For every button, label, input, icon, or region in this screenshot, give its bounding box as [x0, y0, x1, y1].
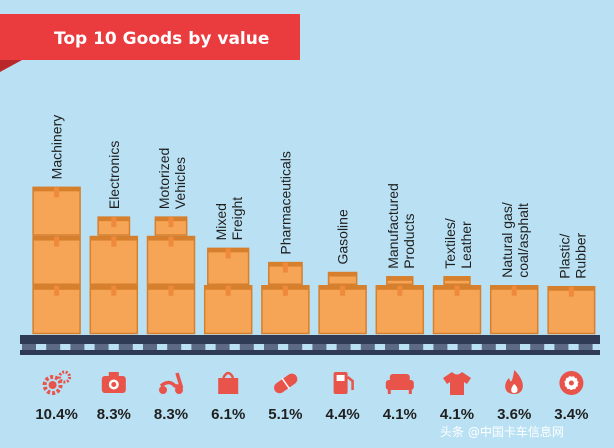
bar-1	[32, 186, 81, 335]
bar-8	[432, 276, 482, 335]
pallet-slat	[70, 344, 85, 350]
category-labels: Machinery Electronics MotorizedVehicles Mix…	[49, 115, 589, 279]
bar-5	[261, 261, 310, 335]
tshirt-icon	[443, 372, 471, 395]
category-label-6: Gasoline	[335, 209, 351, 264]
pill-icon	[274, 373, 298, 394]
pallet-slat	[554, 344, 569, 350]
pallet-slat	[506, 344, 520, 350]
pallet-slat	[143, 344, 157, 350]
sofa-icon	[385, 374, 414, 394]
category-label-4: MixedFreight	[213, 197, 245, 241]
value-label-7: 4.1%	[383, 406, 417, 423]
bar-10	[547, 285, 596, 335]
camera-icon	[101, 372, 126, 393]
value-label-2: 8.3%	[97, 406, 131, 423]
category-label-1: Machinery	[49, 115, 65, 180]
value-labels: 10.4% 8.3% 8.3% 6.1% 5.1% 4.4% 4.1% 4.1% 3.6% 3.4…	[35, 406, 588, 423]
value-label-8: 4.1%	[440, 406, 474, 423]
flame-icon	[505, 370, 523, 394]
bar-3	[146, 216, 196, 335]
category-icons	[42, 370, 584, 395]
category-label-8: Textiles/Leather	[442, 218, 474, 269]
gears-icon	[42, 370, 72, 395]
pallet-bottom	[20, 350, 600, 355]
pallet-slat	[94, 344, 109, 350]
chart-title: Top 10 Goods by value	[54, 29, 269, 49]
tire-icon	[559, 371, 584, 395]
pallet-slat	[360, 344, 375, 350]
bar-9	[489, 285, 539, 335]
pallet-slat	[530, 344, 545, 350]
category-label-2: Electronics	[106, 141, 122, 209]
pallet-top	[20, 335, 600, 344]
pallet-slat	[312, 344, 327, 350]
category-label-10: Plastic/Rubber	[556, 232, 588, 278]
bar-2	[89, 216, 139, 335]
value-label-4: 6.1%	[211, 406, 245, 423]
pallet-slat	[167, 344, 182, 350]
gas-pump-icon	[333, 372, 354, 394]
pallet-slat	[118, 344, 133, 350]
bar-7	[375, 276, 425, 335]
bar-6	[318, 271, 367, 335]
pallet-slat	[215, 344, 230, 350]
scooter-icon	[159, 372, 184, 394]
category-label-9: Natural gas/coal/asphalt	[499, 202, 531, 278]
value-label-10: 3.4%	[554, 406, 588, 423]
value-label-9: 3.6%	[497, 406, 531, 423]
category-label-5: Pharmaceuticals	[277, 151, 293, 255]
pallet-slat	[578, 344, 593, 350]
category-label-7: ManufacturedProducts	[385, 183, 417, 269]
value-label-6: 4.4%	[325, 406, 359, 423]
pallet-slat	[409, 344, 424, 350]
title-banner: Top 10 Goods by value	[0, 14, 300, 72]
pallet-slat	[457, 344, 472, 350]
pallet-slat	[481, 344, 496, 350]
category-label-3: MotorizedVehicles	[156, 148, 188, 209]
banner-shape	[0, 14, 300, 60]
watermark: 头条 @中国卡车信息网	[440, 424, 564, 439]
pallet-slat	[264, 344, 278, 350]
pallet-slat	[46, 344, 61, 350]
pallet-slat	[239, 344, 254, 350]
pallet-slat	[433, 344, 448, 350]
value-label-1: 10.4%	[35, 406, 78, 423]
pallet-slat	[336, 344, 351, 350]
bar-marks	[32, 186, 596, 335]
value-label-5: 5.1%	[268, 406, 302, 423]
banner-fold	[0, 60, 22, 72]
value-label-3: 8.3%	[154, 406, 188, 423]
pallet-slat	[22, 344, 36, 350]
shopping-bag-icon	[218, 371, 239, 394]
pallet-slat	[191, 344, 206, 350]
pallet-slat	[385, 344, 399, 350]
bar-4	[203, 247, 253, 335]
pallet	[20, 335, 600, 355]
pallet-slat	[288, 344, 303, 350]
